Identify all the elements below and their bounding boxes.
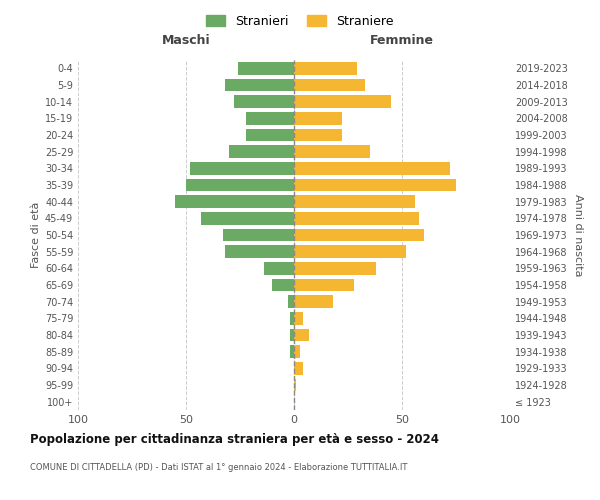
Bar xyxy=(294,96,391,108)
Bar xyxy=(294,279,355,291)
Bar xyxy=(294,196,415,208)
Bar xyxy=(294,329,309,341)
Bar xyxy=(294,129,341,141)
Bar xyxy=(294,229,424,241)
Legend: Stranieri, Straniere: Stranieri, Straniere xyxy=(203,11,397,32)
Bar xyxy=(290,329,294,341)
Text: COMUNE DI CITTADELLA (PD) - Dati ISTAT al 1° gennaio 2024 - Elaborazione TUTTITA: COMUNE DI CITTADELLA (PD) - Dati ISTAT a… xyxy=(30,462,407,471)
Bar xyxy=(294,179,456,192)
Bar xyxy=(294,262,376,274)
Bar xyxy=(233,96,294,108)
Bar xyxy=(264,262,294,274)
Bar xyxy=(294,112,341,124)
Text: Popolazione per cittadinanza straniera per età e sesso - 2024: Popolazione per cittadinanza straniera p… xyxy=(30,432,439,446)
Bar xyxy=(294,312,302,324)
Bar xyxy=(247,129,294,141)
Bar xyxy=(238,62,294,74)
Bar xyxy=(294,146,370,158)
Bar xyxy=(272,279,294,291)
Bar xyxy=(294,212,419,224)
Bar xyxy=(294,379,296,391)
Bar xyxy=(294,62,356,74)
Bar xyxy=(190,162,294,174)
Bar xyxy=(294,362,302,374)
Bar xyxy=(294,346,301,358)
Bar xyxy=(294,79,365,92)
Bar xyxy=(290,346,294,358)
Bar xyxy=(225,246,294,258)
Bar xyxy=(247,112,294,124)
Bar xyxy=(201,212,294,224)
Bar xyxy=(225,79,294,92)
Bar xyxy=(294,162,449,174)
Bar xyxy=(294,246,406,258)
Text: Femmine: Femmine xyxy=(370,34,434,46)
Y-axis label: Anni di nascita: Anni di nascita xyxy=(573,194,583,276)
Bar xyxy=(290,312,294,324)
Y-axis label: Fasce di età: Fasce di età xyxy=(31,202,41,268)
Bar xyxy=(186,179,294,192)
Bar xyxy=(287,296,294,308)
Bar xyxy=(294,296,333,308)
Bar xyxy=(223,229,294,241)
Text: Maschi: Maschi xyxy=(161,34,211,46)
Bar xyxy=(175,196,294,208)
Bar xyxy=(229,146,294,158)
